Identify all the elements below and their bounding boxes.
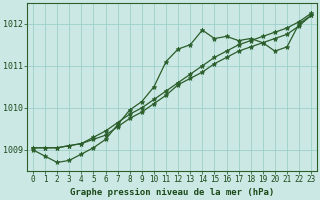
X-axis label: Graphe pression niveau de la mer (hPa): Graphe pression niveau de la mer (hPa) — [70, 188, 274, 197]
